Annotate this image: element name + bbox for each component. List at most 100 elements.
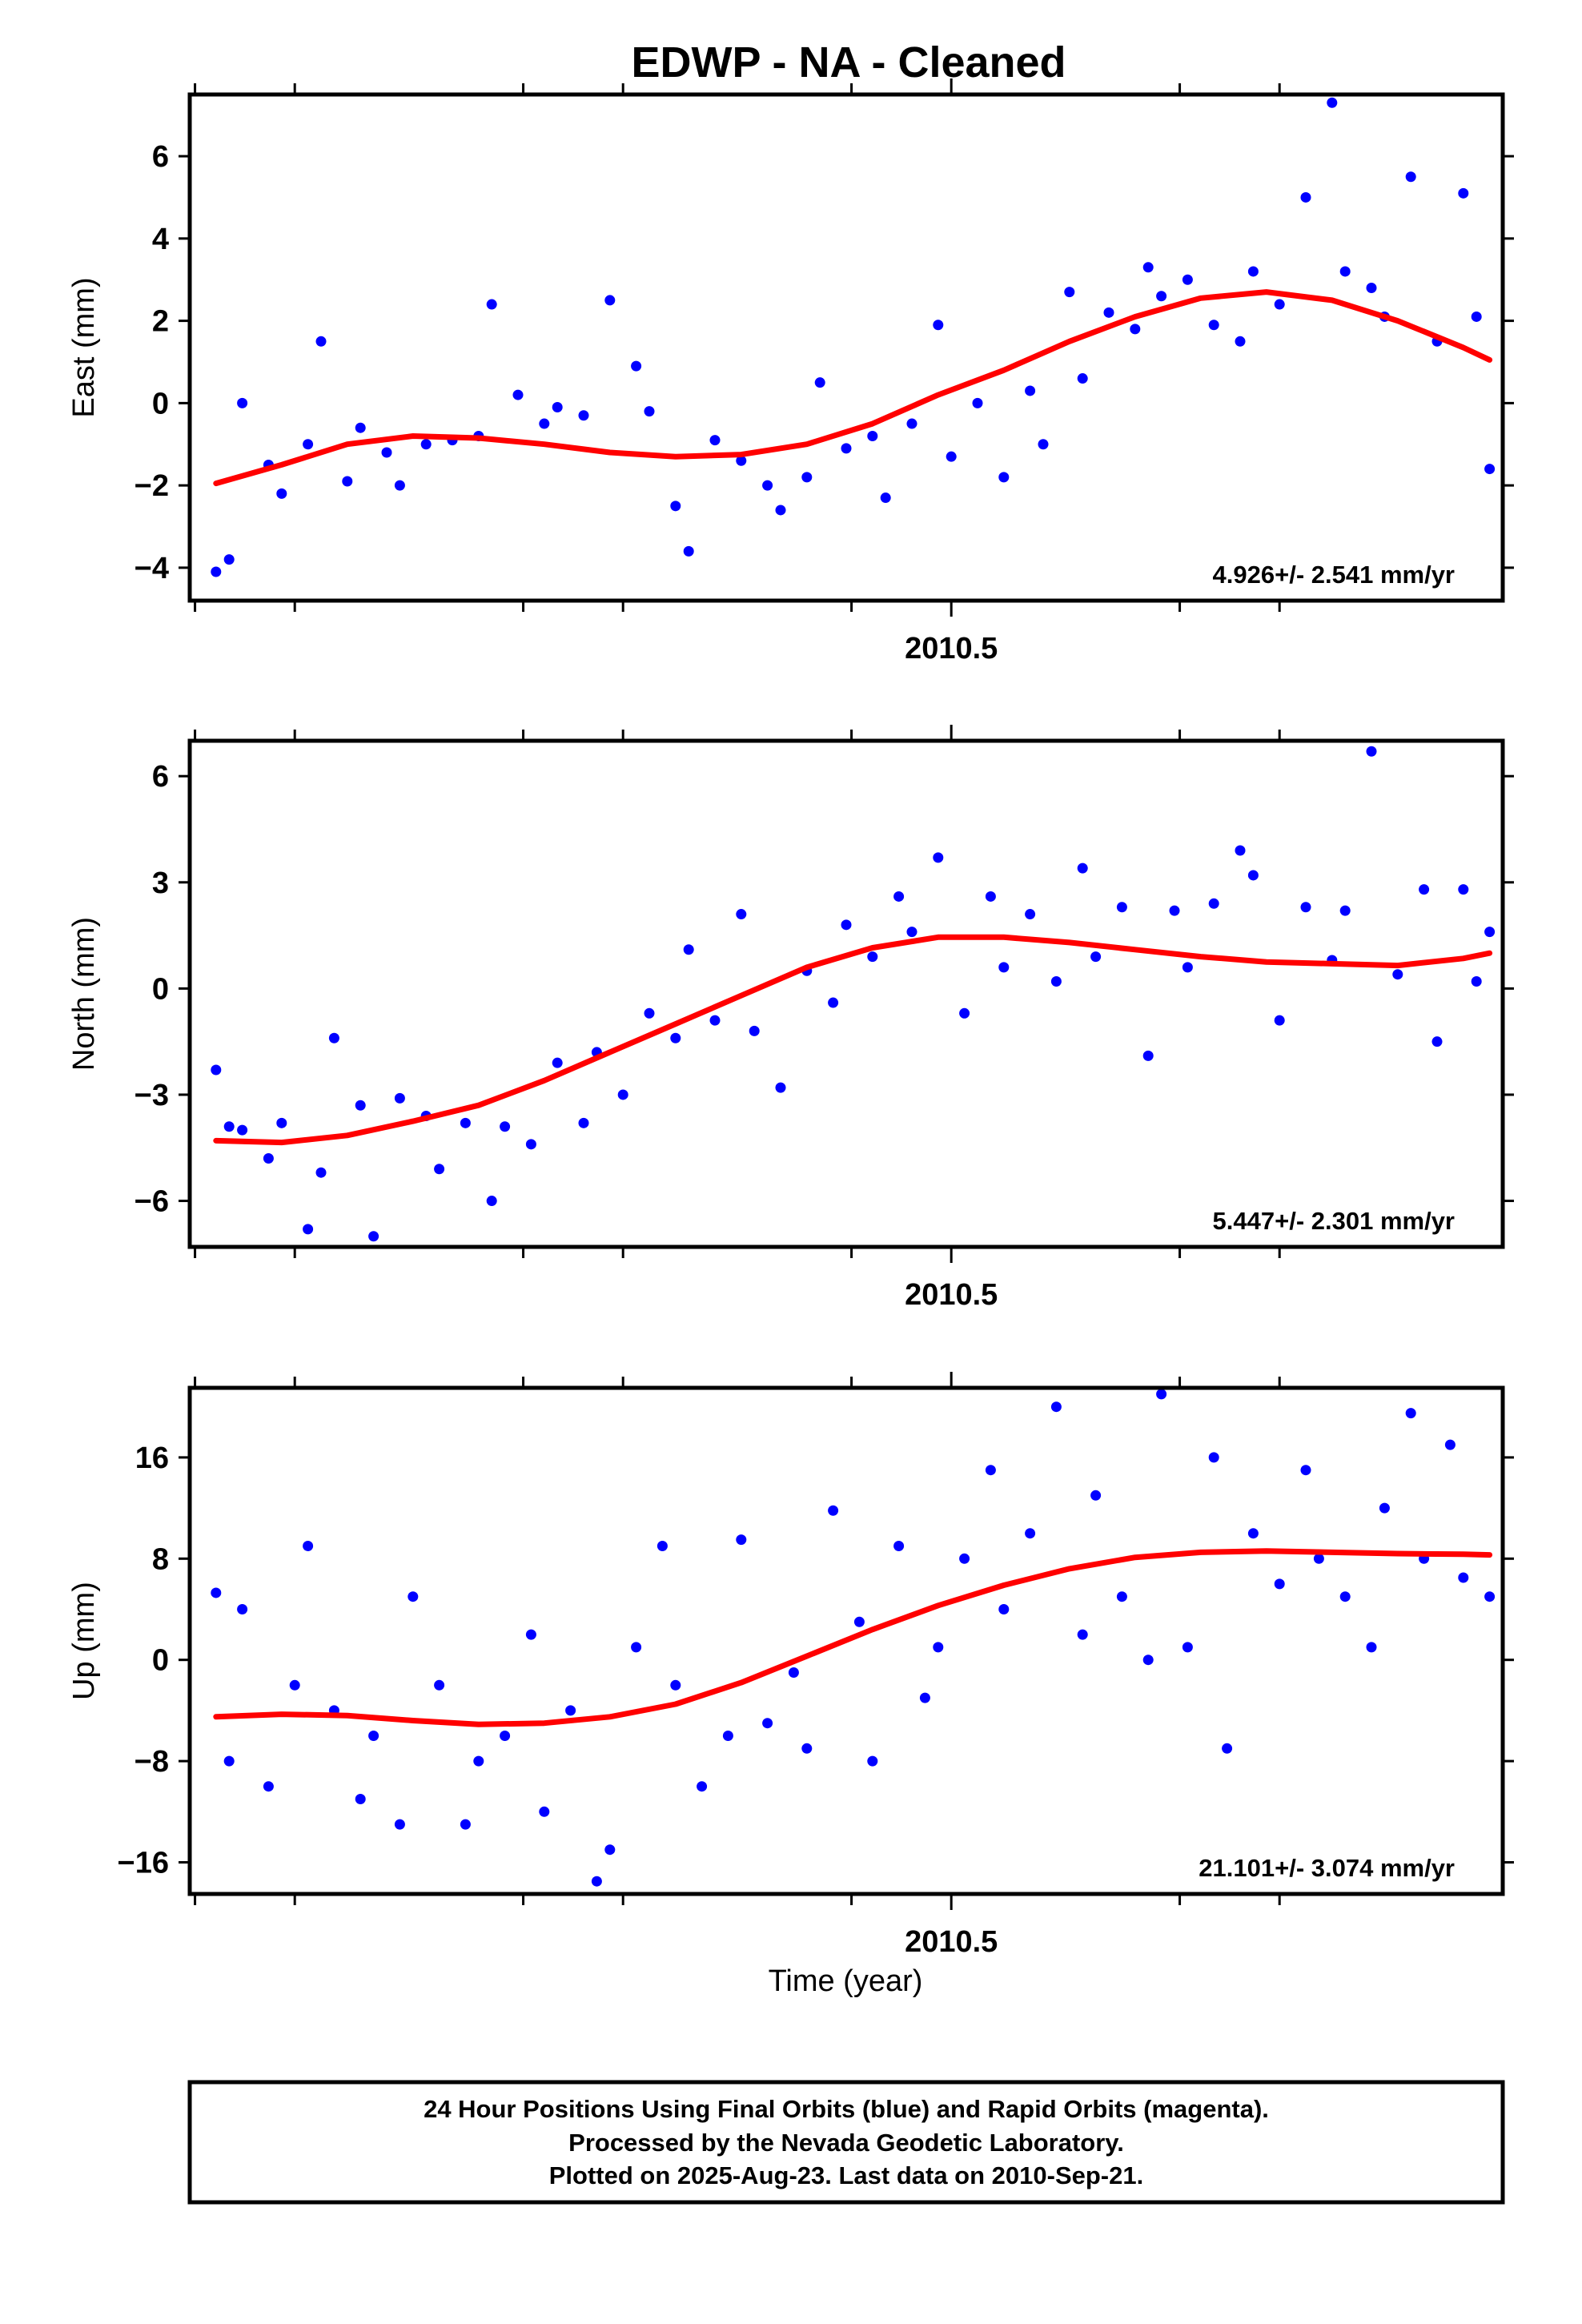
data-point [394, 480, 405, 491]
y-tick-label: 4 [152, 223, 169, 256]
data-point [1235, 845, 1246, 856]
data-points [211, 746, 1496, 1242]
data-point [1156, 291, 1167, 302]
data-point [1130, 324, 1141, 335]
data-point [223, 1121, 235, 1132]
panel-frame [187, 738, 1505, 1249]
data-point [1077, 373, 1088, 384]
data-point [355, 1794, 366, 1804]
data-point [223, 1755, 235, 1767]
y-tick-label: 3 [152, 866, 169, 900]
data-point [736, 455, 747, 466]
panel-frame [187, 92, 1505, 603]
data-point [1300, 191, 1311, 203]
data-point [631, 1642, 642, 1653]
data-point [1405, 171, 1416, 183]
data-point [867, 1755, 878, 1767]
data-point [933, 852, 944, 863]
data-point [1339, 1591, 1351, 1602]
data-point [919, 1692, 930, 1703]
data-point [355, 422, 366, 433]
data-point [315, 1167, 327, 1178]
data-point [1090, 951, 1102, 963]
y-tick-label: 16 [135, 1441, 169, 1475]
y-tick-label: 8 [152, 1542, 169, 1576]
data-point [749, 1025, 760, 1036]
y-tick-label: 6 [152, 140, 169, 174]
data-point [683, 944, 694, 955]
data-point [1025, 1528, 1036, 1539]
data-point [1169, 905, 1180, 916]
x-tick-label: 2010.5 [905, 1278, 998, 1312]
data-point [1313, 1553, 1324, 1564]
data-point [1182, 962, 1193, 973]
data-point [486, 299, 497, 310]
data-point [1471, 976, 1482, 987]
data-point [460, 1819, 471, 1830]
data-point [933, 320, 944, 331]
data-point [906, 418, 917, 429]
data-points [211, 1389, 1496, 1887]
data-point [578, 410, 589, 421]
data-point [985, 891, 996, 902]
data-point [1327, 97, 1338, 108]
data-point [1274, 299, 1285, 310]
data-point [1484, 1591, 1496, 1602]
fit-line [213, 1548, 1493, 1727]
data-point [1182, 1642, 1193, 1653]
y-tick-label: 0 [152, 972, 169, 1006]
data-point [906, 927, 917, 938]
y-tick-label: −8 [135, 1745, 169, 1779]
data-point [1274, 1015, 1285, 1026]
data-point [788, 1667, 799, 1678]
data-point [1484, 927, 1496, 938]
data-point [998, 472, 1010, 483]
data-point [697, 1781, 708, 1792]
data-point [211, 1064, 222, 1076]
panels: −4 −2 0 2 4 6 2010.5 East (mm) 4.926+/- 2.541 mm… [67, 78, 1514, 1959]
data-point [565, 1705, 576, 1716]
x-tick-label: 2010.5 [905, 632, 998, 665]
data-point [408, 1591, 419, 1602]
data-point [670, 501, 681, 512]
y-axis-label: Up (mm) [67, 1582, 101, 1700]
data-point [303, 439, 314, 450]
data-point [486, 1196, 497, 1207]
footer-frame [187, 2080, 1505, 2205]
data-point [434, 1679, 445, 1691]
data-point [276, 488, 287, 499]
data-point [1156, 1389, 1167, 1400]
footer-line-2: Processed by the Nevada Geodetic Laborat… [568, 2129, 1124, 2157]
data-point [539, 418, 550, 429]
fit-line [213, 289, 1493, 487]
data-point [394, 1092, 405, 1104]
data-point [683, 545, 694, 557]
x-axis-label: Time (year) [769, 1964, 923, 1998]
data-point [604, 1844, 616, 1856]
data-point [1300, 902, 1311, 913]
data-point [276, 1117, 287, 1128]
y-tick-label: 2 [152, 305, 169, 339]
data-point [1339, 266, 1351, 277]
data-point [828, 997, 839, 1008]
data-point [500, 1121, 511, 1132]
data-point [1366, 746, 1377, 757]
data-point [211, 566, 222, 577]
data-point [1458, 1572, 1469, 1583]
fit-line [213, 934, 1493, 1146]
y-tick-label: 0 [152, 1644, 169, 1678]
data-point [1142, 1655, 1154, 1666]
data-point [1208, 320, 1219, 331]
y-axis-label: North (mm) [67, 917, 101, 1071]
data-point [841, 443, 852, 454]
data-point [709, 435, 721, 446]
data-point [736, 1534, 747, 1546]
data-point [368, 1231, 379, 1242]
data-point [539, 1806, 550, 1817]
data-point [775, 1082, 786, 1093]
data-point [853, 1616, 865, 1627]
y-tick-label: −3 [135, 1079, 169, 1112]
data-point [1050, 976, 1062, 987]
y-tick-label: 6 [152, 760, 169, 794]
data-point [801, 1743, 813, 1754]
